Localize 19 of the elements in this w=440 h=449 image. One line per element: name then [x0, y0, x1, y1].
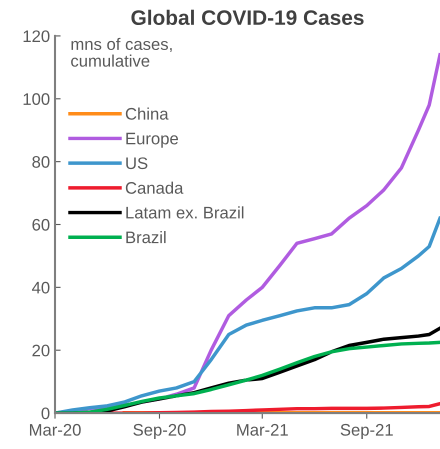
legend-label: Canada — [126, 182, 184, 194]
y-tick-label: 120 — [24, 30, 50, 42]
y-tick-label: 40 — [32, 282, 50, 294]
chart-title: Global COVID-19 Cases — [131, 10, 364, 26]
y-tick-label: 100 — [24, 93, 50, 105]
legend-label: Latam ex. Brazil — [126, 206, 244, 219]
legend-label: Europe — [126, 132, 178, 148]
y-tick-label: 0 — [42, 407, 50, 420]
legend-label: Brazil — [126, 231, 166, 244]
y-tick-label: 20 — [32, 344, 50, 356]
x-tick-label: Mar-20 — [30, 424, 81, 436]
legend-label: US — [126, 157, 148, 170]
legend-label: China — [126, 107, 169, 120]
y-axis-title: mns of cases, cumulative — [71, 38, 172, 67]
x-tick-label: Sep-21 — [340, 424, 393, 440]
x-tick-label: Mar-21 — [237, 424, 288, 436]
x-tick-label: Sep-20 — [133, 424, 186, 440]
y-tick-label: 80 — [32, 156, 50, 168]
y-tick-label: 60 — [32, 218, 50, 231]
